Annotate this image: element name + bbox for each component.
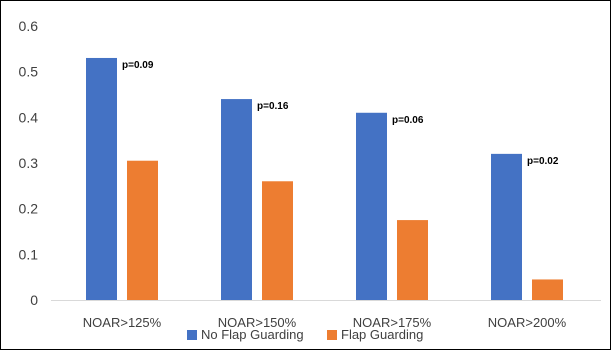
labels-layer: p=0.09 NOAR>125% p=0.16 NOAR>150% p=0.06 NOAR… bbox=[83, 60, 567, 330]
y-tick-label: 0.5 bbox=[19, 64, 39, 80]
y-tick-label: 0.2 bbox=[19, 201, 39, 217]
p-value-annotation: p=0.02 bbox=[527, 156, 559, 167]
y-tick-label: 0 bbox=[30, 292, 38, 308]
y-tick-label: 0.3 bbox=[19, 155, 39, 171]
y-tick-label: 0.1 bbox=[19, 246, 39, 262]
legend-swatch bbox=[187, 330, 197, 340]
p-value-annotation: p=0.09 bbox=[122, 60, 154, 71]
y-tick-label: 0.4 bbox=[19, 109, 39, 125]
legend: No Flap Guarding Flap Guarding bbox=[187, 327, 423, 342]
p-value-annotation: p=0.16 bbox=[257, 101, 289, 112]
axis-layer: 0 0.1 0.2 0.3 0.4 0.5 0.6 bbox=[19, 18, 601, 308]
legend-label: Flap Guarding bbox=[341, 327, 423, 342]
bar-flap-guarding bbox=[532, 279, 563, 300]
bar-no-flap-guarding bbox=[221, 99, 252, 300]
x-category-label: NOAR>200% bbox=[488, 315, 567, 330]
legend-swatch bbox=[327, 330, 337, 340]
bar-no-flap-guarding bbox=[491, 153, 522, 300]
bar-no-flap-guarding bbox=[86, 57, 117, 300]
x-category-label: NOAR>125% bbox=[83, 315, 162, 330]
bars-layer bbox=[86, 57, 563, 301]
bar-flap-guarding bbox=[397, 220, 428, 300]
y-tick-label: 0.6 bbox=[19, 18, 39, 34]
legend-label: No Flap Guarding bbox=[201, 327, 304, 342]
bar-flap-guarding bbox=[127, 160, 158, 300]
p-value-annotation: p=0.06 bbox=[392, 115, 424, 126]
x-category-label: NOAR>175% bbox=[353, 315, 432, 330]
bar-flap-guarding bbox=[262, 181, 293, 300]
x-category-label: NOAR>150% bbox=[218, 315, 297, 330]
bar-no-flap-guarding bbox=[356, 112, 387, 301]
